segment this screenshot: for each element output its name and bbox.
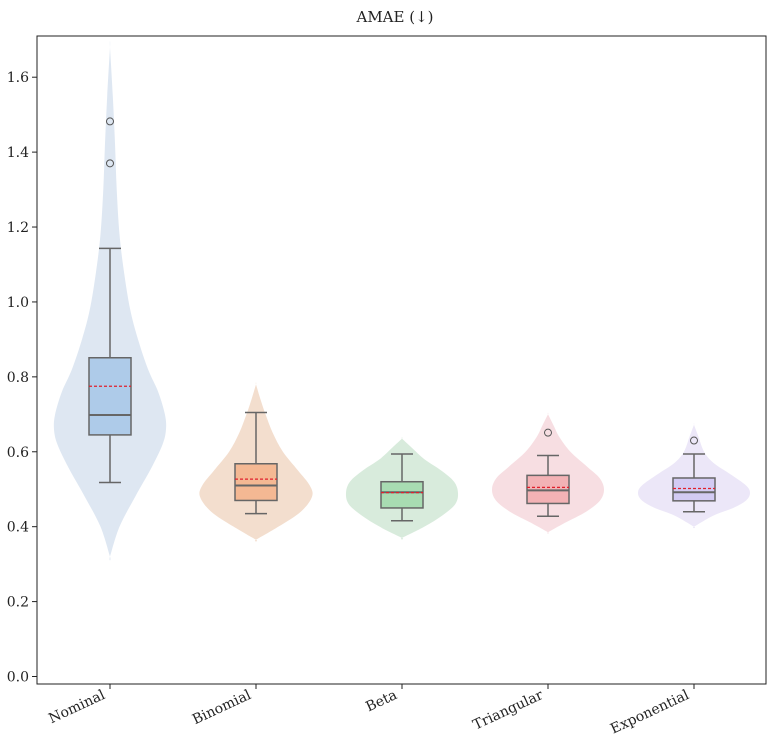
box-binomial [234,463,278,502]
y-tick-label: 1.6 [7,70,29,86]
y-tick-label: 1.0 [7,295,29,311]
chart-title: AMAE (↓) [355,8,433,26]
y-tick-label: 1.4 [7,145,29,161]
box-beta [380,480,424,509]
plot-frame [36,35,767,685]
y-tick-label: 1.2 [7,220,29,236]
x-tick-label-triangular: Triangular [471,687,546,733]
box-nominal [88,357,132,436]
boxes-layer [88,117,716,522]
y-tick-label: 0.2 [7,595,29,611]
y-axis: 0.0 0.2 0.4 0.6 0.8 1.0 1.2 1.4 1.6 [7,70,37,686]
y-tick-label: 0.6 [7,445,29,461]
x-axis: Nominal Binomial Beta Triangular Exponential [46,684,695,738]
y-tick-label: 0.8 [7,370,29,386]
x-tick-label-beta: Beta [363,687,399,715]
y-tick-label: 0.4 [7,520,29,536]
box-exponential [672,477,716,502]
outlier-nominal [106,117,114,126]
x-tick-label-binomial: Binomial [190,687,254,728]
x-tick-label-exponential: Exponential [608,687,692,738]
y-tick-label: 0.0 [7,670,29,686]
outlier-exponential [690,436,698,445]
outlier-nominal [106,159,114,168]
x-tick-label-nominal: Nominal [46,687,108,727]
outlier-triangular [544,428,552,437]
